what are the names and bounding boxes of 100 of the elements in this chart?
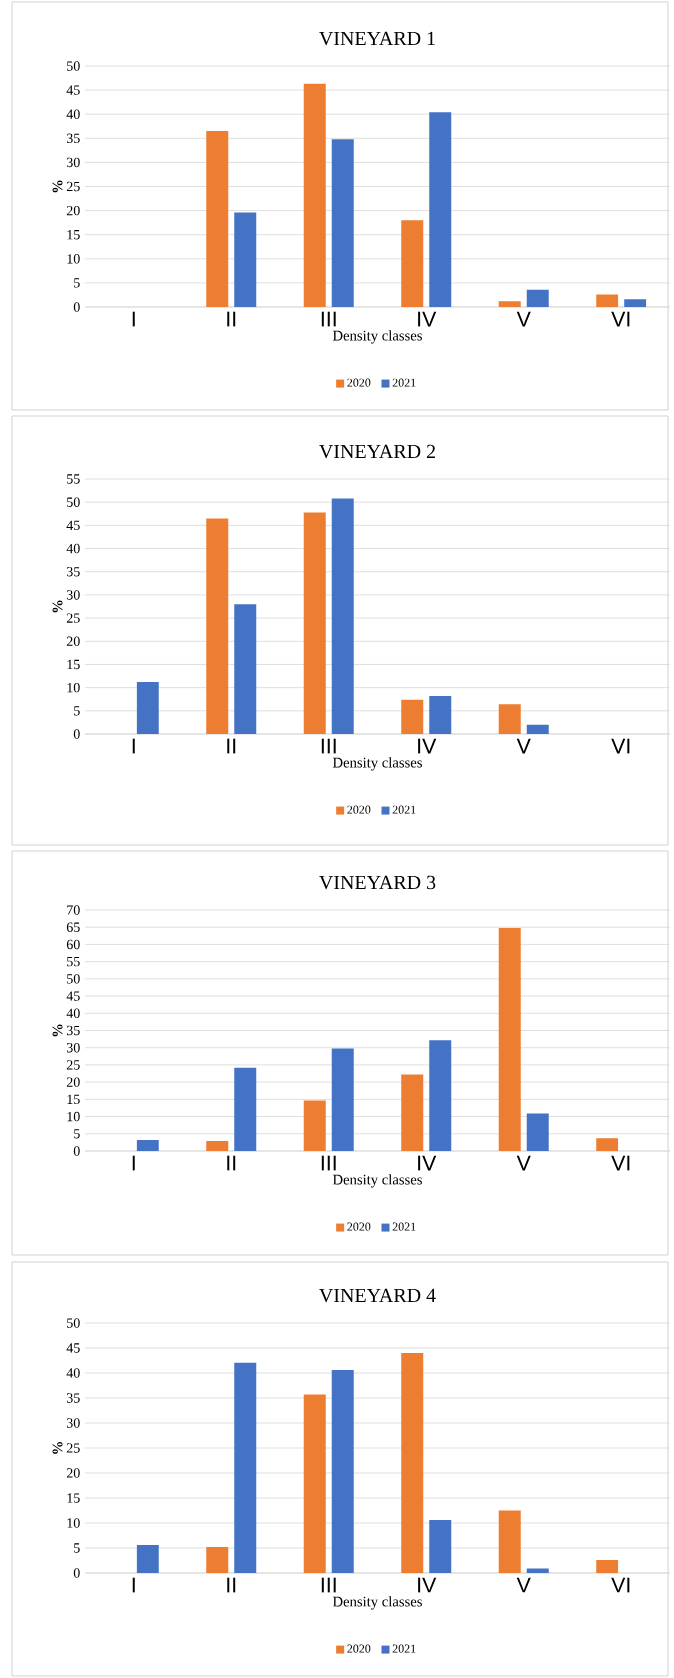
bar [498,301,521,307]
x-tick-label: I [132,1155,135,1171]
x-tick-label: V [516,1577,531,1593]
y-tick-label: 20 [66,636,80,646]
bar [136,682,159,734]
bar [596,1138,619,1151]
x-tick-label: I [132,311,135,327]
y-tick-label: 45 [66,85,80,95]
bar [498,704,521,734]
bar [596,1559,619,1573]
y-tick-label: 35 [66,1025,80,1036]
x-tick-label: III [321,1577,336,1593]
legend-label: 2021 [392,1222,416,1231]
bar [234,1067,257,1151]
bar [526,724,549,734]
x-tick-label: VI [611,311,630,327]
y-axis-title: % [52,1442,63,1454]
y-tick-label: 15 [67,230,80,240]
y-tick-label: 65 [66,922,80,932]
bar [624,299,647,307]
bar [526,289,549,307]
x-tick-label: I [132,738,135,754]
y-tick-label: 50 [67,497,80,507]
x-tick-label: IV [418,311,437,327]
x-tick-label: II [227,311,236,327]
x-tick-label: IV [418,1577,437,1593]
y-axis-title: % [52,1024,63,1037]
y-tick-label: 5 [74,1543,80,1553]
x-tick-label: VI [611,1577,630,1593]
y-tick-label: 25 [66,613,80,623]
x-axis-title: Density classes [332,1174,422,1188]
x-tick-label: IV [418,738,437,754]
bar [596,294,619,307]
bar [331,498,354,734]
legend-label: 2021 [392,1644,416,1653]
bar [498,927,521,1151]
bar [206,1141,229,1151]
x-tick-label: V [516,738,531,754]
bar [331,139,354,307]
x-tick-label: III [321,738,336,754]
x-tick-label: II [227,1577,236,1593]
bar [526,1113,549,1151]
y-tick-label: 5 [74,706,80,716]
bar [303,83,326,307]
bar [331,1369,354,1573]
y-tick-label: 40 [66,543,80,554]
bar [498,1510,521,1573]
x-tick-label: III [321,1155,336,1171]
y-tick-label: 45 [66,520,80,531]
y-axis-title: % [52,600,63,613]
y-tick-label: 40 [66,1368,80,1378]
x-tick-label: V [516,1155,531,1171]
legend-label: 2020 [347,805,371,814]
bar [429,1519,452,1573]
y-tick-label: 50 [67,974,80,984]
y-tick-label: 5 [74,1129,80,1139]
chart-title: VINEYARD 4 [319,1288,436,1303]
bar [429,695,452,734]
y-tick-label: 35 [66,567,80,577]
y-tick-label: 55 [67,956,80,967]
x-axis-title: Density classes [332,1596,422,1610]
y-tick-label: 15 [67,1094,80,1105]
y-tick-label: 25 [66,1060,80,1070]
bar [234,1362,257,1573]
y-tick-label: 20 [66,1077,80,1087]
legend-label: 2020 [347,378,371,387]
bar [401,220,424,307]
y-tick-label: 0 [73,1146,80,1156]
y-tick-label: 40 [66,109,80,119]
x-axis-title: Density classes [332,330,422,344]
x-tick-label: V [516,311,531,327]
bar [303,512,326,734]
y-tick-label: 0 [73,729,80,739]
y-tick-label: 50 [67,1318,80,1328]
bar [234,604,257,734]
y-tick-label: 30 [66,1418,80,1428]
y-tick-label: 5 [74,278,80,288]
bar [526,1568,549,1573]
y-tick-label: 70 [67,905,80,915]
y-tick-label: 30 [66,1042,80,1053]
chart-title: VINEYARD 3 [319,875,436,890]
bar [331,1048,354,1151]
bar [136,1139,159,1151]
x-tick-label: II [227,1155,236,1171]
y-tick-label: 25 [66,1443,80,1453]
y-tick-label: 0 [73,1568,80,1578]
bar [429,1040,452,1151]
y-tick-label: 45 [66,1343,80,1353]
y-tick-label: 60 [66,939,80,950]
y-axis-title: % [52,180,63,193]
bar [136,1544,159,1573]
bar [401,699,424,734]
x-tick-label: VI [611,738,630,754]
bar [206,131,229,307]
y-tick-label: 35 [66,1393,80,1403]
bar [429,112,452,307]
bar [401,1352,424,1573]
y-tick-label: 20 [66,1468,80,1478]
y-tick-label: 45 [66,991,80,1001]
chart-title: VINEYARD 2 [319,444,435,459]
